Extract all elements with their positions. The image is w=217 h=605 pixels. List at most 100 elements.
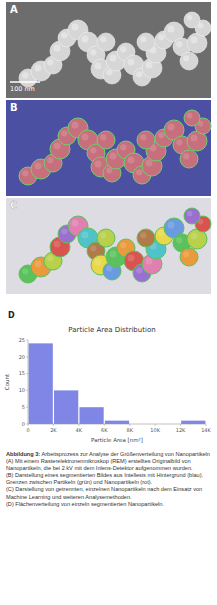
scale-bar-label: 100 nm [10,85,35,93]
particle-highlight [22,268,28,274]
caption-title: Arbeitsprozess zur Analyse der Größenver… [41,451,210,457]
particle-highlight [54,241,61,248]
panel-label: A [10,4,18,15]
particle [180,150,198,168]
particle-highlight [72,122,79,129]
particle-highlight [61,130,67,136]
particle-highlight [128,255,135,262]
particle-highlight [82,134,89,141]
particle-highlight [95,161,102,168]
particle-highlight [146,160,153,167]
caption-heading: Abbildung 3: Arbeitsprozess zur Analyse … [6,451,212,458]
particle [97,131,115,149]
particle [184,110,200,126]
particle [184,208,200,224]
particle-highlight [136,267,142,273]
particle-highlight [140,134,146,140]
particle-highlight [72,220,79,227]
particle-highlight [90,147,96,153]
particle-highlight [110,251,117,258]
y-tick-label: 15 [19,370,25,376]
x-tick-label: 14K [201,427,211,433]
chart-title: Particle Area Distribution [68,326,155,334]
particle-highlight [146,62,153,69]
particle-highlight [191,135,198,142]
panel-background [6,2,211,98]
particle [137,131,155,149]
particle-highlight [176,41,182,47]
particle-highlight [176,237,182,243]
panel-background [6,198,211,294]
caption-item: (D) Flächenverteilung von einzeln segmen… [6,501,212,508]
particle-highlight [146,258,153,265]
caption: Abbildung 3: Arbeitsprozess zur Analyse … [6,451,212,508]
particle-highlight [61,228,67,234]
particle-highlight [100,232,106,238]
particle-highlight [187,113,193,119]
y-axis-title: Count [4,373,10,390]
particle-highlight [136,169,142,175]
particle-highlight [54,45,61,52]
particle-highlight [183,55,189,61]
histogram-bar [29,343,53,424]
particle-highlight [140,232,146,238]
caption-item: (C) Darstellung von getrennten, einzelne… [6,486,212,500]
y-tick-label: 10 [19,387,25,393]
particle-highlight [90,245,96,251]
particle-highlight [168,222,175,229]
particle-highlight [110,55,117,62]
caption-label: Abbildung 3: [6,451,40,457]
histogram-bar [181,421,205,424]
particle-highlight [187,15,193,21]
particle-highlight [176,139,182,145]
histogram-bar [105,421,129,424]
particle [137,229,155,247]
scale-bar [10,81,40,83]
particle-highlight [35,163,42,170]
particle-highlight [191,37,198,44]
particle-highlight [90,49,96,55]
micrograph-panel: C [6,198,211,294]
particle-highlight [120,144,126,150]
particle [97,229,115,247]
particle-highlight [183,251,189,257]
x-tick-label: 0 [26,427,29,433]
particle-highlight [61,32,67,38]
particle-highlight [120,46,126,52]
particle [137,33,155,51]
particle-highlight [100,36,106,42]
x-tick-label: 6K [101,427,108,433]
micrograph-panel: B [6,100,211,196]
panel-background [6,100,211,196]
y-tick-label: 25 [19,337,25,343]
particle-highlight [158,230,164,236]
x-tick-label: 4K [76,427,83,433]
particle-highlight [187,211,193,217]
x-axis [28,424,206,425]
particle-highlight [128,59,135,66]
particle-highlight [47,255,53,261]
particle-highlight [120,242,126,248]
particle-highlight [136,71,142,77]
particle-highlight [82,36,89,43]
particle-highlight [35,261,42,268]
histogram-bar [79,407,103,424]
particle-highlight [168,26,175,33]
x-tick-label: 8K [126,427,133,433]
y-tick-label: 20 [19,354,25,360]
x-tick-label: 2K [50,427,57,433]
panel-label: B [10,102,18,113]
particle-highlight [158,132,164,138]
particle-highlight [54,143,61,150]
particle-highlight [140,36,146,42]
particle-highlight [158,34,164,40]
panel-label: D [8,311,15,320]
histogram-bar [54,390,78,424]
particle-highlight [82,232,89,239]
particle [184,12,200,28]
x-tick-label: 10K [150,427,160,433]
x-axis-title: Particle Area [nm²] [91,437,143,443]
particle-highlight [22,72,28,78]
micrograph-panel: A 100 nm [6,2,211,98]
x-tick-label: 12K [176,427,186,433]
